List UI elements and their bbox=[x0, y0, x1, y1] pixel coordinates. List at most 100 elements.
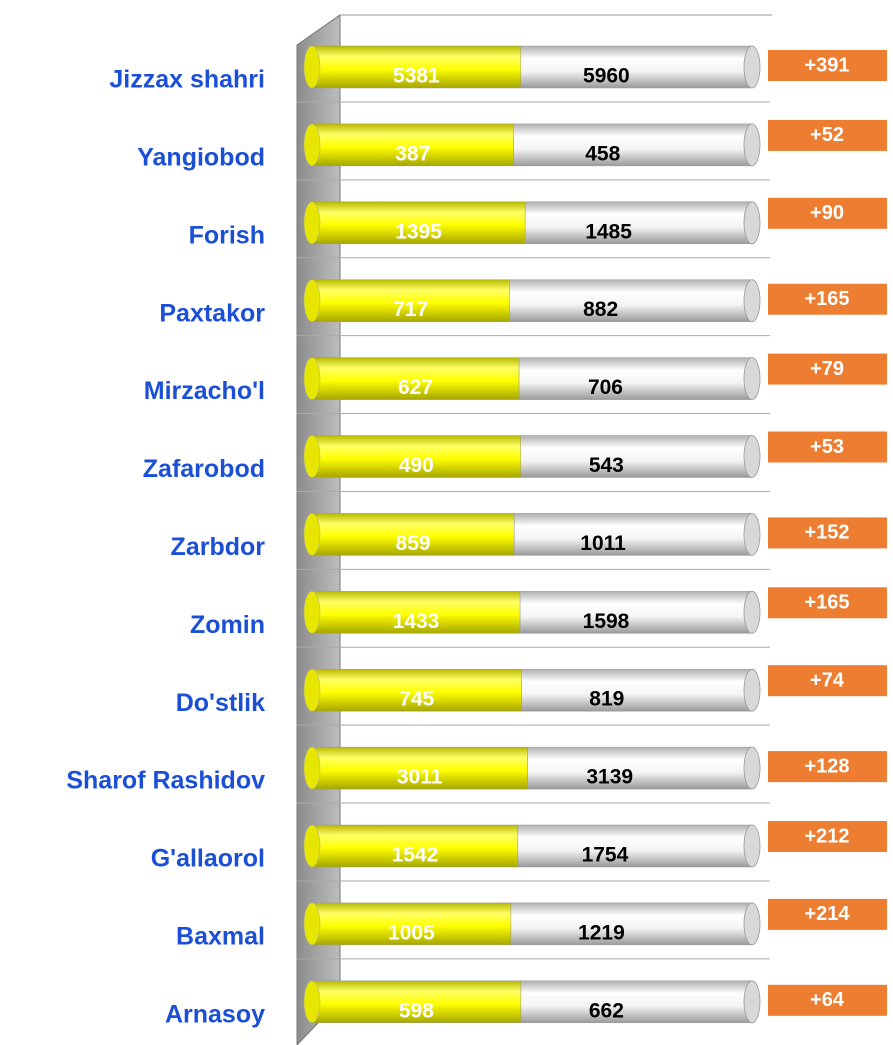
bar-cap bbox=[303, 201, 321, 245]
category-label: Arnasoy bbox=[165, 1000, 265, 1028]
category-label: Paxtakor bbox=[159, 299, 265, 327]
category-label: Zafarobod bbox=[143, 455, 265, 483]
value-label: 387 bbox=[395, 142, 430, 165]
bar-segment bbox=[520, 45, 753, 89]
bar-cap bbox=[743, 201, 761, 245]
bar-segment bbox=[517, 824, 753, 868]
bar-cap bbox=[303, 980, 321, 1024]
value-label: 819 bbox=[589, 688, 624, 711]
bar-cap bbox=[303, 279, 321, 322]
bar-cap bbox=[743, 980, 761, 1024]
difference-box bbox=[768, 119, 887, 151]
value-label: 706 bbox=[588, 376, 623, 399]
difference-box bbox=[768, 431, 887, 463]
bar-cap bbox=[303, 668, 321, 712]
bar-segment bbox=[311, 513, 515, 556]
category-label: Baxmal bbox=[176, 923, 265, 951]
bar-cap bbox=[303, 902, 321, 946]
difference-label: +165 bbox=[804, 592, 849, 614]
value-label: 1598 bbox=[583, 610, 630, 633]
difference-box bbox=[768, 283, 887, 315]
difference-box bbox=[768, 665, 887, 697]
value-label: 3011 bbox=[397, 766, 443, 789]
value-label: 1011 bbox=[580, 532, 626, 555]
difference-box bbox=[768, 898, 887, 930]
bar-segment bbox=[311, 591, 521, 634]
category-label: Do'stlik bbox=[176, 689, 265, 717]
bar-segment bbox=[520, 980, 753, 1024]
difference-box bbox=[768, 197, 887, 229]
difference-box bbox=[768, 517, 887, 549]
difference-label: +128 bbox=[804, 755, 849, 777]
difference-label: +90 bbox=[810, 202, 844, 224]
difference-box bbox=[768, 984, 887, 1016]
bar-segment bbox=[524, 201, 753, 245]
bar-segment bbox=[519, 591, 753, 634]
category-label: Jizzax shahri bbox=[109, 66, 265, 94]
bar-segment bbox=[510, 902, 753, 946]
category-label: G'allaorol bbox=[151, 845, 265, 873]
bar-cap bbox=[303, 435, 321, 478]
difference-label: +64 bbox=[810, 989, 845, 1011]
value-label: 859 bbox=[396, 532, 431, 555]
bar-cap bbox=[743, 824, 761, 868]
bar-segment bbox=[513, 513, 753, 556]
value-label: 5381 bbox=[393, 65, 440, 88]
bar-segment bbox=[527, 746, 753, 790]
bar-segment bbox=[311, 279, 510, 322]
category-label: Yangiobod bbox=[137, 144, 265, 172]
bar-segment bbox=[311, 824, 519, 868]
difference-label: +74 bbox=[810, 669, 845, 691]
value-label: 543 bbox=[589, 454, 624, 477]
category-label: Forish bbox=[189, 221, 265, 249]
difference-label: +214 bbox=[804, 903, 850, 925]
value-label: 1433 bbox=[393, 610, 440, 633]
bar-cap bbox=[303, 591, 321, 634]
value-label: 662 bbox=[589, 999, 624, 1022]
value-label: 882 bbox=[583, 298, 618, 321]
value-label: 1754 bbox=[582, 844, 629, 867]
bar-cap bbox=[303, 824, 321, 868]
bar-cap bbox=[303, 357, 321, 400]
difference-label: +53 bbox=[810, 436, 844, 458]
bar-cap bbox=[743, 668, 761, 712]
bar-segment bbox=[518, 357, 753, 400]
bar-cap bbox=[743, 123, 761, 167]
value-label: 1485 bbox=[585, 220, 632, 243]
value-label: 5960 bbox=[583, 65, 630, 88]
difference-box bbox=[768, 751, 887, 783]
bar-segment bbox=[311, 435, 521, 478]
category-label: Zarbdor bbox=[171, 533, 266, 561]
difference-label: +212 bbox=[804, 825, 849, 847]
value-label: 1219 bbox=[578, 921, 625, 944]
value-label: 627 bbox=[398, 376, 433, 399]
bar-segment bbox=[311, 668, 522, 712]
bar-segment bbox=[311, 746, 528, 790]
bar-segment bbox=[513, 123, 753, 167]
bar-cap bbox=[743, 590, 761, 634]
bar-segment bbox=[311, 980, 522, 1024]
bar-cap bbox=[743, 45, 761, 89]
bar-cap bbox=[303, 45, 321, 89]
bar-cap bbox=[303, 513, 321, 556]
bar-segment bbox=[311, 45, 522, 89]
value-label: 745 bbox=[399, 688, 434, 711]
difference-box bbox=[768, 353, 887, 385]
difference-label: +165 bbox=[804, 288, 849, 310]
value-label: 1005 bbox=[388, 921, 435, 944]
bar-cap bbox=[743, 435, 761, 478]
bar-segment bbox=[311, 201, 526, 245]
difference-label: +152 bbox=[804, 522, 849, 544]
bar-cap bbox=[743, 357, 761, 401]
bar-segment bbox=[521, 668, 753, 712]
value-label: 490 bbox=[399, 454, 434, 477]
value-label: 598 bbox=[399, 999, 434, 1022]
value-label: 458 bbox=[585, 142, 620, 165]
bar-segment bbox=[311, 123, 514, 167]
value-label: 3139 bbox=[586, 766, 633, 789]
bar-segment bbox=[311, 902, 512, 946]
bar-cap bbox=[743, 902, 761, 946]
difference-box bbox=[768, 587, 887, 619]
category-label: Sharof Rashidov bbox=[66, 767, 265, 795]
bar-cap bbox=[303, 746, 321, 790]
